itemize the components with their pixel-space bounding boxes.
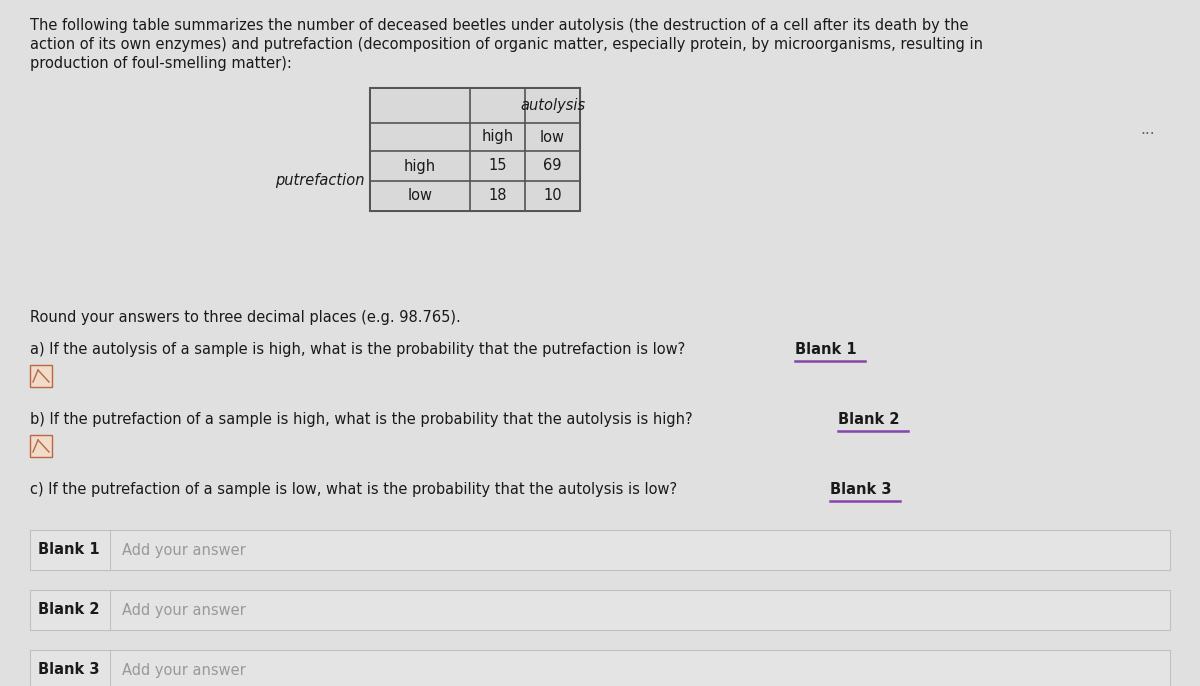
Text: ...: ... bbox=[1140, 123, 1154, 137]
Bar bbox=[30, 590, 1170, 630]
Bar bbox=[526, 182, 580, 211]
Bar bbox=[371, 182, 469, 211]
Text: The following table summarizes the number of deceased beetles under autolysis (t: The following table summarizes the numbe… bbox=[30, 18, 968, 33]
Text: autolysis: autolysis bbox=[520, 98, 586, 113]
Text: low: low bbox=[540, 130, 565, 145]
Text: Blank 1: Blank 1 bbox=[38, 543, 100, 558]
Bar bbox=[371, 152, 469, 180]
Text: Add your answer: Add your answer bbox=[122, 602, 246, 617]
Text: putrefaction: putrefaction bbox=[276, 174, 365, 189]
Bar bbox=[526, 88, 580, 122]
Text: a) If the autolysis of a sample is high, what is the probability that the putref: a) If the autolysis of a sample is high,… bbox=[30, 342, 690, 357]
Text: 15: 15 bbox=[488, 158, 506, 174]
Text: Blank 1: Blank 1 bbox=[796, 342, 857, 357]
Bar bbox=[526, 152, 580, 180]
Text: Blank 2: Blank 2 bbox=[38, 602, 100, 617]
Text: 18: 18 bbox=[488, 189, 506, 204]
Bar bbox=[30, 530, 1170, 570]
Text: Add your answer: Add your answer bbox=[122, 663, 246, 678]
Text: Round your answers to three decimal places (e.g. 98.765).: Round your answers to three decimal plac… bbox=[30, 310, 461, 325]
Text: Blank 3: Blank 3 bbox=[830, 482, 892, 497]
Bar bbox=[470, 152, 524, 180]
Text: 69: 69 bbox=[544, 158, 562, 174]
Text: high: high bbox=[481, 130, 514, 145]
Bar bbox=[470, 88, 524, 122]
Text: 10: 10 bbox=[544, 189, 562, 204]
Text: Blank 3: Blank 3 bbox=[38, 663, 100, 678]
Text: Add your answer: Add your answer bbox=[122, 543, 246, 558]
Text: Blank 2: Blank 2 bbox=[838, 412, 900, 427]
Text: high: high bbox=[404, 158, 436, 174]
Bar bbox=[371, 123, 469, 150]
Bar bbox=[370, 88, 580, 211]
Text: b) If the putrefaction of a sample is high, what is the probability that the aut: b) If the putrefaction of a sample is hi… bbox=[30, 412, 697, 427]
Bar bbox=[30, 435, 52, 457]
Text: action of its own enzymes) and putrefaction (decomposition of organic matter, es: action of its own enzymes) and putrefact… bbox=[30, 37, 983, 52]
Text: production of foul-smelling matter):: production of foul-smelling matter): bbox=[30, 56, 292, 71]
Bar bbox=[371, 88, 469, 122]
Text: low: low bbox=[408, 189, 432, 204]
Text: c) If the putrefaction of a sample is low, what is the probability that the auto: c) If the putrefaction of a sample is lo… bbox=[30, 482, 682, 497]
Bar bbox=[30, 650, 1170, 686]
Bar bbox=[30, 365, 52, 387]
Bar bbox=[470, 182, 524, 211]
Bar bbox=[470, 123, 524, 150]
Bar bbox=[526, 123, 580, 150]
